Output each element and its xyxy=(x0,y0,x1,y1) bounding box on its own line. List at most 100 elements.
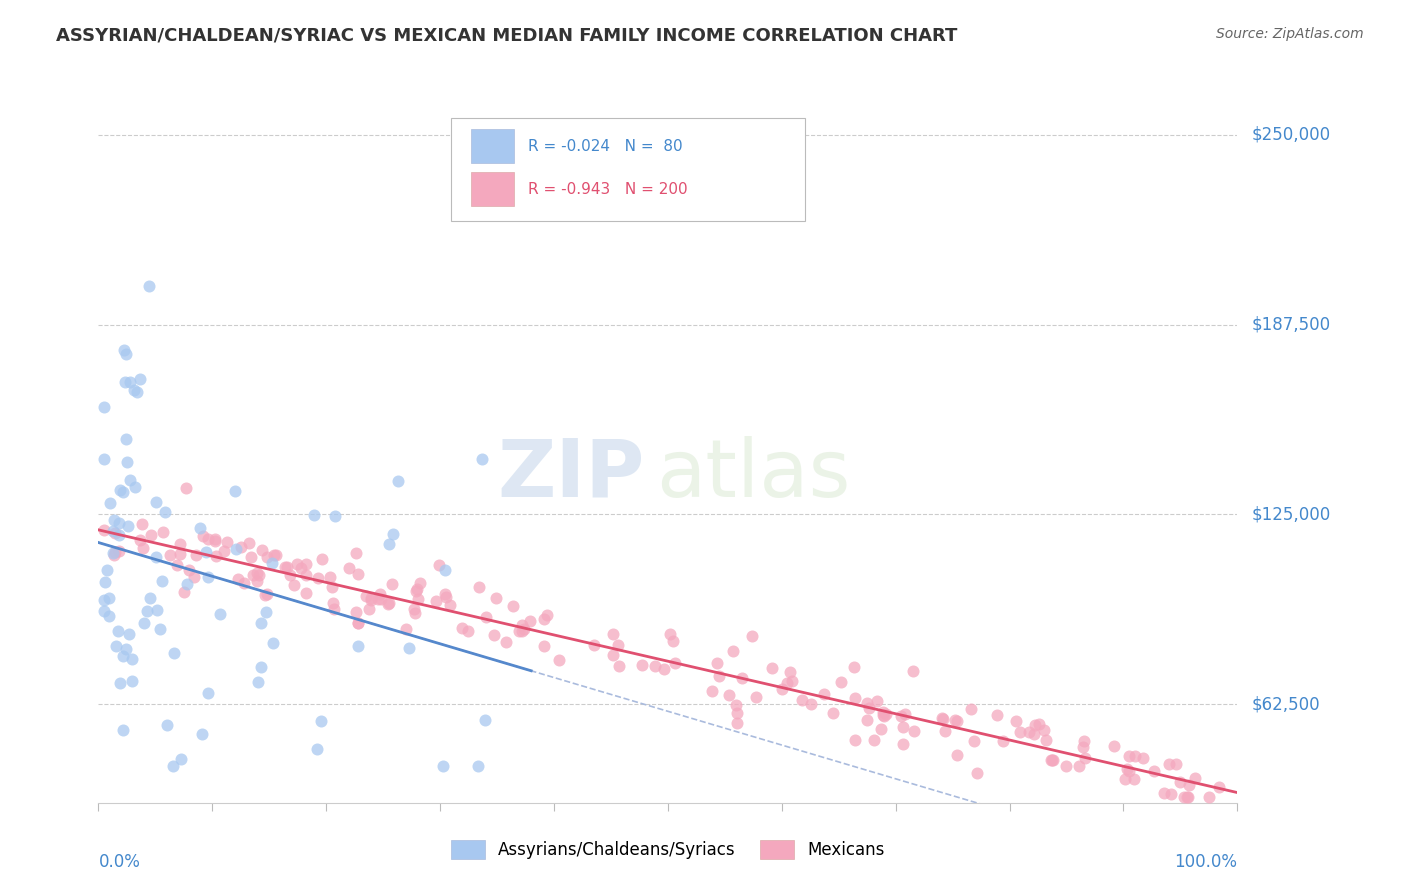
Point xyxy=(247,567,270,582)
Text: atlas: atlas xyxy=(657,435,851,514)
Point xyxy=(387,474,409,488)
Point xyxy=(512,622,534,636)
Point xyxy=(173,584,195,599)
Point xyxy=(295,568,318,582)
Point xyxy=(184,549,207,563)
Point xyxy=(931,711,953,725)
Point xyxy=(866,694,889,708)
Point xyxy=(963,733,986,747)
Point xyxy=(93,401,115,415)
Point xyxy=(471,452,494,467)
Point xyxy=(118,473,141,487)
Point xyxy=(707,669,730,683)
Point xyxy=(93,451,115,466)
Point xyxy=(96,563,118,577)
Point xyxy=(451,621,474,635)
Text: 100.0%: 100.0% xyxy=(1174,853,1237,871)
Point xyxy=(1198,789,1220,804)
Point xyxy=(700,684,723,698)
Point xyxy=(706,656,728,670)
Point xyxy=(169,547,191,561)
Point xyxy=(262,635,284,649)
Point xyxy=(991,733,1014,747)
Point xyxy=(250,615,273,630)
Point xyxy=(1118,749,1140,764)
Point xyxy=(108,676,131,690)
Point xyxy=(790,693,813,707)
Point xyxy=(945,714,967,728)
Point xyxy=(360,591,382,606)
Point xyxy=(1018,725,1040,739)
Point xyxy=(108,528,131,542)
Point xyxy=(238,535,260,549)
Point xyxy=(770,682,793,697)
Point xyxy=(115,432,138,446)
Point xyxy=(381,576,404,591)
Point xyxy=(661,634,683,648)
Point xyxy=(761,661,783,675)
Point xyxy=(1010,725,1032,739)
Point xyxy=(321,596,343,610)
Point xyxy=(725,706,748,720)
Point xyxy=(1024,717,1046,731)
Point xyxy=(145,550,167,565)
Point xyxy=(103,549,125,563)
Point xyxy=(263,548,285,562)
Point xyxy=(533,612,555,626)
Point xyxy=(134,616,156,631)
Point xyxy=(406,591,429,606)
Text: ZIP: ZIP xyxy=(498,435,645,514)
Point xyxy=(197,570,219,584)
Point xyxy=(725,698,748,713)
Point xyxy=(432,759,454,773)
Point xyxy=(347,616,370,631)
Point xyxy=(495,635,517,649)
Point xyxy=(93,592,115,607)
Point xyxy=(152,525,174,540)
Point xyxy=(98,591,121,605)
Point xyxy=(121,674,143,689)
Point xyxy=(253,588,276,602)
Point xyxy=(439,598,461,612)
Point xyxy=(903,724,925,739)
Point xyxy=(120,375,142,389)
Point xyxy=(114,375,136,389)
Point xyxy=(1208,780,1230,795)
Point xyxy=(108,543,131,558)
Point xyxy=(986,707,1008,722)
Point xyxy=(131,516,153,531)
Point xyxy=(382,527,405,541)
Point xyxy=(433,587,456,601)
Point xyxy=(145,495,167,509)
Text: $62,500: $62,500 xyxy=(1251,695,1320,713)
Point xyxy=(112,343,135,358)
Point xyxy=(425,594,447,608)
Point xyxy=(111,723,134,738)
Point xyxy=(246,574,269,588)
Point xyxy=(311,714,333,729)
FancyBboxPatch shape xyxy=(471,172,515,206)
Text: $250,000: $250,000 xyxy=(1251,126,1330,144)
Point xyxy=(870,722,893,736)
Point xyxy=(510,624,533,638)
Point xyxy=(873,709,896,723)
Text: 0.0%: 0.0% xyxy=(98,853,141,871)
Point xyxy=(457,624,479,638)
Point xyxy=(311,552,333,566)
Point xyxy=(368,587,391,601)
Point xyxy=(1114,772,1136,786)
Point xyxy=(1054,759,1077,773)
Point xyxy=(114,641,136,656)
Point xyxy=(475,610,498,624)
Point xyxy=(250,660,273,674)
Point xyxy=(721,643,744,657)
Point xyxy=(127,384,149,399)
Point xyxy=(468,580,491,594)
Point xyxy=(231,540,253,554)
Point xyxy=(132,541,155,555)
Point xyxy=(285,557,308,571)
Point xyxy=(1040,753,1063,767)
Point xyxy=(377,537,399,551)
Point xyxy=(107,624,129,639)
Point xyxy=(359,602,381,616)
